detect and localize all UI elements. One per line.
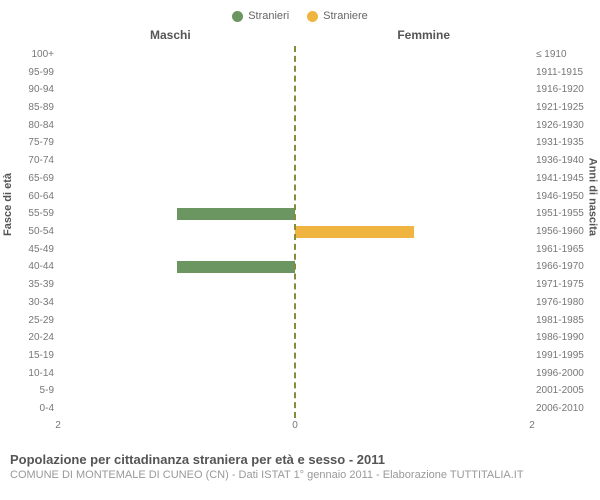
- plot-area: 100+≤ 191095-991911-191590-941916-192085…: [58, 46, 532, 418]
- legend-label-female: Straniere: [323, 10, 368, 22]
- birth-year-label: 1911-1915: [532, 67, 588, 78]
- chart-footer: Popolazione per cittadinanza straniera p…: [10, 452, 590, 481]
- birth-year-label: 1981-1985: [532, 315, 588, 326]
- age-label: 60-64: [14, 191, 58, 202]
- x-axis: 2 0 2: [58, 420, 532, 434]
- age-label: 65-69: [14, 173, 58, 184]
- bar-female: [295, 226, 414, 238]
- birth-year-label: 1971-1975: [532, 279, 588, 290]
- age-label: 55-59: [14, 208, 58, 219]
- swatch-female: [307, 11, 318, 22]
- age-label: 80-84: [14, 120, 58, 131]
- age-label: 0-4: [14, 403, 58, 414]
- age-label: 100+: [14, 49, 58, 60]
- age-label: 35-39: [14, 279, 58, 290]
- age-label: 95-99: [14, 67, 58, 78]
- age-label: 25-29: [14, 315, 58, 326]
- age-label: 45-49: [14, 244, 58, 255]
- column-title-female: Femmine: [397, 28, 450, 42]
- x-tick: 0: [292, 420, 298, 431]
- swatch-male: [232, 11, 243, 22]
- birth-year-label: 1956-1960: [532, 226, 588, 237]
- age-label: 5-9: [14, 385, 58, 396]
- birth-year-label: 1961-1965: [532, 244, 588, 255]
- birth-year-label: 1966-1970: [532, 261, 588, 272]
- birth-year-label: 1946-1950: [532, 191, 588, 202]
- bar-male: [177, 208, 296, 220]
- population-pyramid-chart: Maschi Femmine Fasce di età Anni di nasc…: [10, 26, 590, 446]
- birth-year-label: 1926-1930: [532, 120, 588, 131]
- center-divider: [294, 46, 296, 418]
- age-label: 90-94: [14, 84, 58, 95]
- age-label: 85-89: [14, 102, 58, 113]
- age-label: 75-79: [14, 137, 58, 148]
- y-axis-title-left: Fasce di età: [2, 173, 14, 236]
- birth-year-label: 1986-1990: [532, 332, 588, 343]
- birth-year-label: 1916-1920: [532, 84, 588, 95]
- x-tick: 2: [55, 420, 61, 431]
- birth-year-label: 1991-1995: [532, 350, 588, 361]
- age-label: 15-19: [14, 350, 58, 361]
- column-title-male: Maschi: [150, 28, 191, 42]
- x-tick: 2: [529, 420, 535, 431]
- birth-year-label: 2006-2010: [532, 403, 588, 414]
- chart-title: Popolazione per cittadinanza straniera p…: [10, 452, 590, 467]
- chart-subtitle: COMUNE DI MONTEMALE DI CUNEO (CN) - Dati…: [10, 469, 590, 481]
- birth-year-label: 1951-1955: [532, 208, 588, 219]
- age-label: 30-34: [14, 297, 58, 308]
- age-label: 20-24: [14, 332, 58, 343]
- birth-year-label: 1976-1980: [532, 297, 588, 308]
- legend: Stranieri Straniere: [10, 10, 590, 22]
- birth-year-label: 1921-1925: [532, 102, 588, 113]
- birth-year-label: 1931-1935: [532, 137, 588, 148]
- legend-label-male: Stranieri: [248, 10, 289, 22]
- age-label: 70-74: [14, 155, 58, 166]
- birth-year-label: 2001-2005: [532, 385, 588, 396]
- legend-item-male: Stranieri: [232, 10, 289, 22]
- bar-male: [177, 261, 296, 273]
- birth-year-label: 1941-1945: [532, 173, 588, 184]
- age-label: 10-14: [14, 368, 58, 379]
- birth-year-label: ≤ 1910: [532, 49, 588, 60]
- birth-year-label: 1996-2000: [532, 368, 588, 379]
- birth-year-label: 1936-1940: [532, 155, 588, 166]
- age-label: 40-44: [14, 261, 58, 272]
- age-label: 50-54: [14, 226, 58, 237]
- legend-item-female: Straniere: [307, 10, 368, 22]
